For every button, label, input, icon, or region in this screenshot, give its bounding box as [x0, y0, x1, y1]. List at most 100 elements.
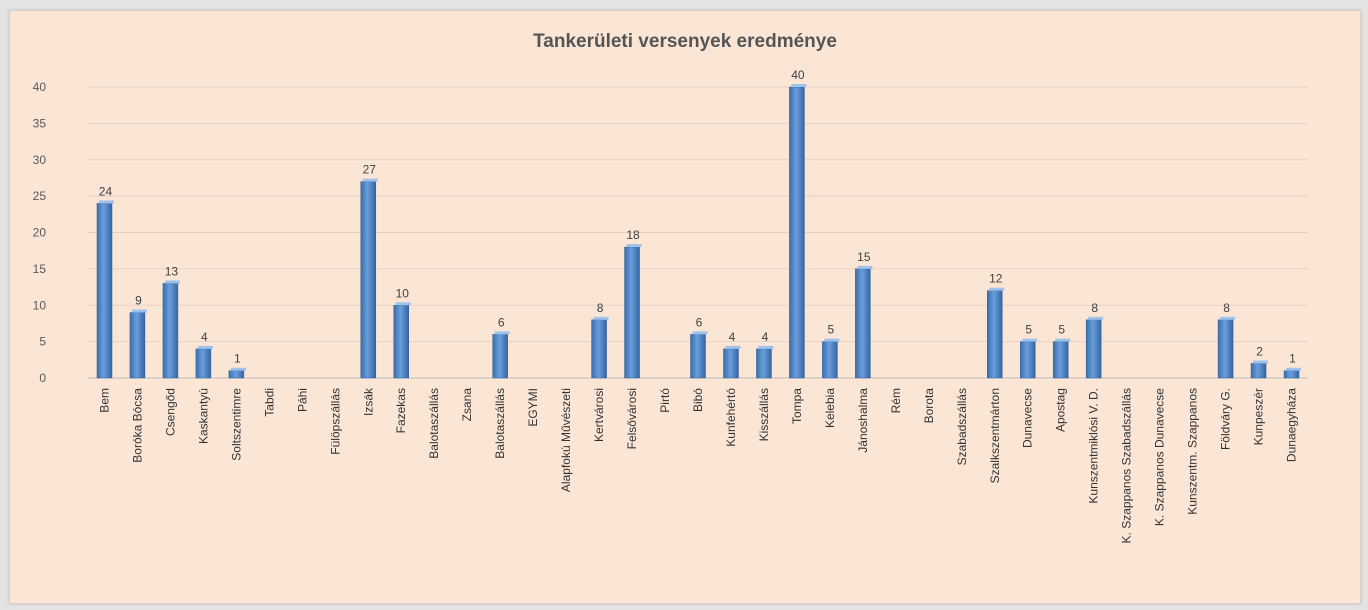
- bar: [855, 268, 871, 379]
- bar: [1283, 370, 1300, 379]
- bar: [492, 334, 508, 379]
- bar: [624, 246, 640, 379]
- y-tick-label: 5: [39, 335, 46, 349]
- bar-top-cap: [758, 345, 774, 349]
- bar: [162, 283, 179, 379]
- bar-top-cap: [98, 200, 114, 204]
- bar: [756, 348, 772, 379]
- data-label: 5: [828, 323, 835, 337]
- x-tick-label: Boróka Bócsa: [130, 388, 144, 463]
- x-tick-label: Szalkszentmárton: [988, 388, 1002, 483]
- bar: [360, 181, 377, 379]
- x-tick-label: Szabadszállás: [955, 388, 969, 465]
- data-label: 6: [696, 315, 703, 329]
- data-label: 13: [165, 264, 179, 278]
- bar-top-cap: [1088, 316, 1104, 320]
- bar: [789, 86, 805, 379]
- bar-top-cap: [1253, 360, 1269, 364]
- x-tick-label: Pirtó: [658, 388, 672, 413]
- bar: [1217, 319, 1234, 379]
- bar: [690, 334, 706, 379]
- x-tick-label: Kunszentm. Szappanos: [1186, 388, 1200, 515]
- bar: [1250, 363, 1267, 379]
- bar-top-cap: [1055, 338, 1071, 342]
- data-label: 6: [498, 315, 505, 329]
- bar-top-cap: [791, 84, 807, 87]
- bar: [822, 341, 838, 379]
- bar: [393, 305, 409, 379]
- data-label: 10: [396, 286, 410, 300]
- data-label: 40: [791, 68, 805, 82]
- x-tick-label: Balotaszállás: [493, 388, 507, 459]
- x-tick-label: Alapfokú Művészeti: [559, 388, 573, 492]
- x-tick-label: Földváry G.: [1219, 388, 1233, 450]
- bar-top-cap: [164, 280, 180, 284]
- bar-top-cap: [626, 244, 642, 248]
- data-label: 15: [857, 250, 871, 264]
- x-tick-label: Balotaszállás: [427, 388, 441, 459]
- y-tick-label: 10: [33, 298, 47, 312]
- data-label: 5: [1058, 323, 1065, 337]
- x-tick-label: Felsővárosi: [625, 388, 639, 449]
- x-tick-label: Jánoshalma: [856, 388, 870, 453]
- data-label: 8: [597, 301, 604, 315]
- data-label: 8: [1223, 301, 1230, 315]
- data-label: 5: [1025, 323, 1032, 337]
- x-tick-label: Kelebia: [823, 388, 837, 428]
- x-tick-label: Dunavecse: [1021, 388, 1035, 448]
- x-tick-label: Bibó: [691, 388, 705, 412]
- x-tick-label: Apostag: [1054, 388, 1068, 432]
- data-label: 2: [1256, 344, 1263, 358]
- x-tick-label: Soltszentimre: [229, 388, 243, 461]
- x-tick-label: K. Szappanos Szabadszállás: [1120, 388, 1134, 543]
- bar-top-cap: [692, 331, 708, 335]
- chart-title: Tankerületi versenyek eredménye: [533, 31, 837, 52]
- y-tick-label: 0: [39, 371, 46, 385]
- data-label: 1: [234, 352, 241, 366]
- x-axis-labels: Bem Boróka Bócsa Csengőd Kaskantyú Soltszent…: [97, 387, 1298, 543]
- bar: [1019, 341, 1036, 379]
- x-tick-label: Kunfehértó: [724, 388, 738, 447]
- chart-frame: Tankerületi versenyek eredménye 0 5 10 15 20…: [9, 10, 1361, 604]
- data-label: 18: [626, 228, 640, 242]
- x-tick-label: Borota: [922, 388, 936, 424]
- x-tick-label: K. Szappanos Dunavecse: [1153, 388, 1167, 526]
- x-tick-label: Zsana: [460, 388, 474, 422]
- x-tick-label: EGYMI: [526, 388, 540, 427]
- bar-top-cap: [725, 345, 741, 349]
- bar: [96, 203, 113, 379]
- x-tick-label: Fazekas: [394, 388, 408, 433]
- bar-top-cap: [395, 302, 411, 306]
- x-tick-label: Fülöpszállás: [328, 388, 342, 455]
- x-tick-label: Tabdi: [262, 388, 276, 417]
- x-tick-label: Bem: [97, 388, 111, 413]
- bars: [96, 84, 1302, 379]
- bar-top-cap: [593, 316, 609, 320]
- x-tick-label: Csengőd: [163, 388, 177, 436]
- data-label: 8: [1091, 301, 1098, 315]
- data-label: 27: [363, 163, 377, 177]
- y-tick-label: 20: [33, 226, 47, 240]
- x-tick-label: Kunszentmiklósi V. D.: [1087, 388, 1101, 504]
- x-tick-label: Kisszállás: [757, 388, 771, 441]
- bar-top-cap: [989, 287, 1005, 291]
- bar-top-cap: [131, 309, 147, 313]
- bar-top-cap: [1022, 338, 1038, 342]
- bar-top-cap: [857, 265, 873, 269]
- y-tick-label: 30: [33, 153, 47, 167]
- data-label: 12: [989, 272, 1003, 286]
- x-tick-label: Tompa: [790, 388, 804, 424]
- bar-top-cap: [494, 331, 510, 335]
- bar-top-cap: [824, 338, 840, 342]
- data-label: 4: [201, 330, 208, 344]
- data-label: 24: [99, 184, 113, 198]
- bar-top-cap: [230, 367, 246, 371]
- x-tick-label: Izsák: [361, 387, 375, 416]
- bar-top-cap: [1286, 367, 1302, 371]
- data-label: 4: [729, 330, 736, 344]
- bar: [228, 370, 245, 379]
- data-label: 4: [762, 330, 769, 344]
- data-labels: 24 9 13 4 1 27 10 6 8 18 6 4 4 40 5 15 12 5 5 8 8 2 1: [99, 68, 1296, 366]
- bar-top-cap: [362, 178, 378, 182]
